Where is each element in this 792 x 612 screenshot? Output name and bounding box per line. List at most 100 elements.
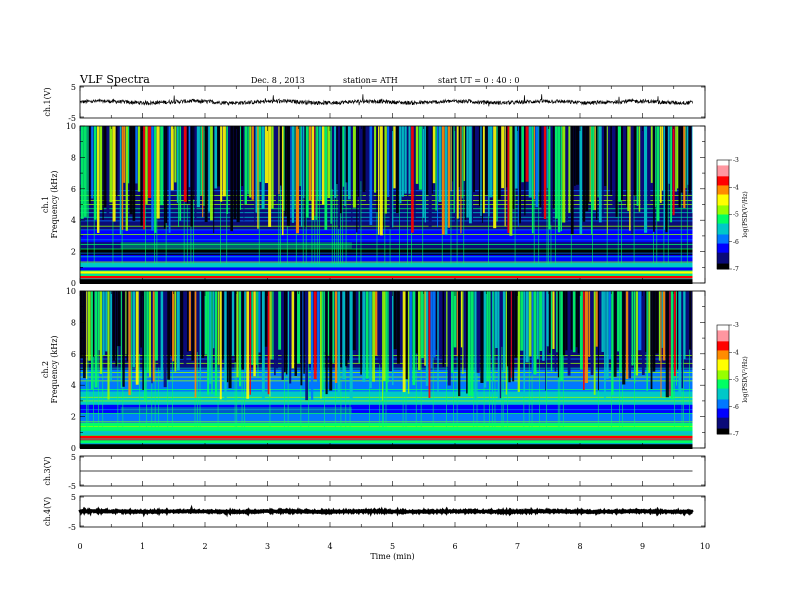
noise-column	[97, 350, 99, 430]
noise-column	[635, 291, 639, 376]
colorbar-cell	[717, 366, 729, 370]
noise-column	[677, 291, 678, 370]
y-tick-label: 8	[71, 318, 76, 327]
ch2-spectrogram-panel: 0 2 4 6 8 10 ch.2Frequency (kHz)	[41, 287, 706, 453]
noise-column	[340, 367, 342, 430]
noise-column	[336, 184, 338, 265]
noise-column	[514, 126, 518, 189]
noise-column	[109, 126, 113, 203]
noise-column	[376, 212, 378, 265]
frequency-band	[80, 440, 693, 445]
noise-column	[488, 126, 490, 217]
noise-column	[447, 126, 451, 228]
noise-column	[548, 291, 551, 354]
colorbar-cell	[717, 219, 729, 223]
noise-column	[454, 126, 457, 225]
noise-column	[688, 126, 692, 194]
colorbar-cell	[717, 361, 729, 364]
noise-column	[258, 181, 260, 265]
transition-band	[120, 242, 352, 249]
noise-column	[203, 126, 205, 206]
noise-column	[446, 291, 448, 367]
noise-column	[562, 126, 566, 223]
colorbar-cell	[717, 187, 729, 190]
noise-column	[251, 126, 254, 200]
noise-column	[611, 291, 614, 395]
noise-column	[140, 291, 142, 348]
noise-column	[565, 291, 568, 351]
noise-column	[151, 291, 153, 384]
noise-column	[533, 126, 535, 200]
noise-column	[251, 291, 254, 365]
harmonic-line	[80, 216, 693, 218]
colorbar-tick-label: -5	[733, 212, 739, 219]
noise-column	[483, 387, 485, 430]
noise-column	[659, 126, 662, 203]
colorbar-cell	[717, 359, 729, 362]
harmonic-line	[80, 266, 693, 268]
colorbar-cell	[717, 196, 729, 199]
noise-column	[168, 126, 171, 233]
noise-column	[595, 291, 598, 347]
blank-strip	[692, 291, 705, 448]
noise-column	[217, 291, 220, 365]
noise-column	[283, 126, 285, 211]
noise-column	[349, 291, 353, 399]
noise-column	[625, 291, 629, 380]
noise-column	[636, 126, 639, 206]
noise-column	[275, 291, 279, 369]
colorbar-cell	[717, 403, 729, 406]
noise-column	[139, 291, 141, 354]
noise-column	[621, 200, 622, 265]
colorbar-cell	[717, 250, 729, 254]
noise-column	[466, 126, 469, 218]
noise-column	[592, 126, 595, 211]
harmonic-line	[80, 270, 693, 272]
noise-column	[489, 291, 491, 390]
noise-column	[686, 126, 689, 185]
colorbar-cell	[717, 174, 729, 177]
noise-column	[592, 210, 593, 265]
noise-column	[80, 126, 81, 185]
frequency-band	[80, 430, 693, 436]
noise-column	[428, 291, 431, 398]
noise-column	[539, 350, 540, 430]
colorbar-cell	[717, 414, 729, 417]
noise-column	[351, 126, 353, 224]
noise-column	[583, 291, 585, 391]
noise-column	[409, 291, 412, 382]
noise-column	[453, 126, 455, 213]
noise-column	[680, 192, 682, 265]
noise-column	[234, 291, 237, 363]
colorbar-cell	[717, 169, 729, 172]
colorbar-cell	[717, 267, 729, 270]
noise-column	[246, 291, 250, 399]
ch1-spectrogram-panel: 0 2 4 6 8 10 ch.1Frequency (kHz)	[41, 122, 706, 288]
figure-title: VLF Spectra	[79, 73, 150, 86]
frequency-band	[80, 248, 693, 255]
noise-column	[650, 126, 653, 183]
noise-column	[506, 126, 508, 188]
date-label: Dec. 8 , 2013	[251, 76, 305, 85]
noise-column	[432, 291, 436, 358]
noise-column	[562, 291, 566, 356]
noise-column	[473, 375, 475, 430]
noise-column	[594, 126, 596, 211]
ch3-waveform-panel: 5 -5 ch.3(V)	[43, 453, 706, 491]
colorbar-cell	[717, 165, 729, 168]
colorbar-cell	[717, 406, 729, 410]
noise-column	[154, 232, 155, 265]
colorbar-cell	[717, 348, 729, 351]
noise-column	[604, 126, 607, 187]
noise-column	[546, 346, 548, 430]
colorbar-cell	[717, 245, 729, 248]
noise-column	[269, 396, 271, 430]
noise-column	[260, 291, 262, 363]
noise-column	[212, 291, 215, 349]
noise-column	[267, 291, 270, 395]
ch2-colorbar: -3 -4 -5 -6 -7 log(PSD(V²/Hz)	[716, 322, 749, 438]
y-tick-label: -5	[68, 482, 76, 491]
noise-column	[407, 126, 409, 200]
noise-column	[204, 126, 208, 223]
colorbar-cell	[717, 218, 729, 221]
